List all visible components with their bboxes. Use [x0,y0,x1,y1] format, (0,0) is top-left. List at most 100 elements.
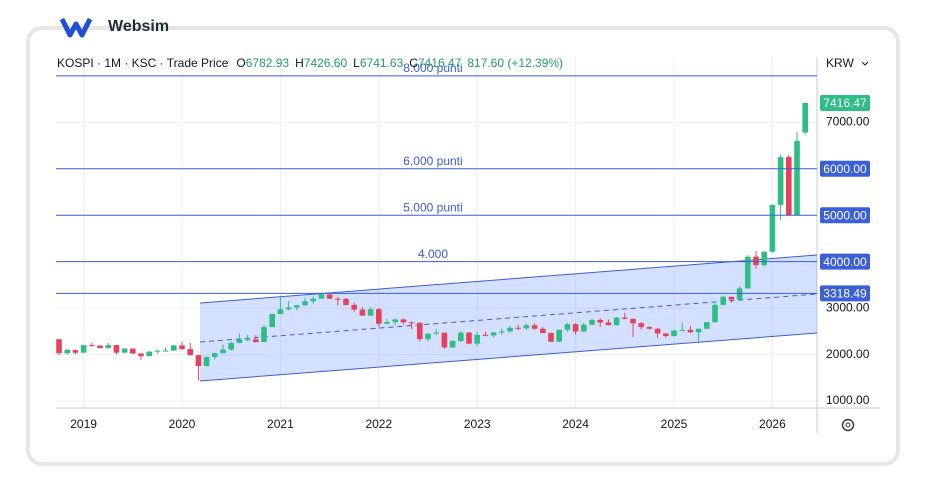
candle-body [449,340,456,348]
candle-body [745,256,751,289]
x-tick-label: 2022 [365,417,392,431]
candle-body [523,325,530,329]
candle-body [294,305,300,308]
candle-body [384,322,390,324]
high-value: 7426.60 [303,56,348,70]
x-tick-label: 2026 [759,417,786,431]
candle-body [359,309,366,316]
candle-body [146,351,152,357]
close-value: 7416.47 [417,56,462,70]
horizontal-line-label: 5.000 punti [403,200,462,214]
y-tick-label: 2000.00 [826,347,870,361]
legend-header: KOSPI · 1M · KSC · Trade Price O6782.93 H7… [57,56,569,70]
candle-body [548,332,554,342]
low-value: 6741.63 [359,56,404,70]
price-label: 5000.00 [823,208,867,222]
brand-logo [60,17,93,38]
candle-body [228,343,234,350]
candle-body [794,141,800,216]
horizontal-line-label: 8.000 punti [403,61,462,75]
candle-body [121,348,128,353]
candle-body [56,339,62,354]
x-tick-label: 2021 [267,417,294,431]
price-label-box [820,285,870,302]
candle-body [285,307,292,310]
candle-body [220,349,226,354]
high-key: H [295,56,304,70]
candle-body [351,304,357,310]
candle-body [507,327,513,332]
candle-body [720,296,726,305]
candle-body [392,319,398,323]
candle-body [581,324,587,332]
candle-body [187,349,193,356]
candle-body [203,357,210,367]
candle-body [761,251,767,266]
candle-body [802,102,808,133]
candle-body [712,304,718,323]
candle-body [64,350,70,354]
symbol: KOSPI · 1M · KSC · Trade Price [57,56,229,70]
low-key: L [353,56,360,70]
y-tick-label: 7000.00 [826,115,870,129]
candle-body [531,325,538,329]
candle-body [277,309,284,315]
candle-body [179,345,185,350]
candle-body [499,331,505,333]
candle-body [769,204,776,252]
candle-body [72,350,79,353]
settings-icon[interactable] [841,418,855,432]
candle-body [556,329,562,342]
currency[interactable]: KRW [826,56,854,70]
candle-body [687,329,694,333]
candle-body [736,288,743,300]
horizontal-line-label: 4.000 [418,247,448,261]
candle-body [753,256,759,266]
price-label-box [820,160,870,177]
candle-body [105,345,111,349]
candle-body [138,353,144,357]
candle-body [302,301,308,306]
candle-body [326,294,333,299]
last-price-box [820,94,870,111]
channel-mid [199,293,818,343]
candle-body [589,319,595,325]
candle-body [195,355,202,367]
candle-body [786,157,792,216]
candle-body [97,345,103,349]
y-tick-label: 3000.00 [826,300,870,314]
candle-body [318,294,325,299]
brand-name: Websim [108,18,170,35]
price-label-box [820,207,870,224]
candle-body [482,334,489,336]
candle-body [654,328,661,334]
candle-body [400,319,407,323]
candle-body [564,324,571,330]
candle-body [671,330,677,337]
candle-body [433,332,439,334]
price-label-box [820,253,870,270]
candle-body [269,314,275,328]
candle-body [154,350,161,352]
candle-body [80,345,87,353]
candle-body [212,353,218,358]
candle-body [474,334,480,344]
candle-body [171,345,177,351]
candle-body [89,345,95,347]
candle-body [408,322,415,324]
candle-body [113,345,120,353]
candle-body [458,332,464,341]
candle-body [490,332,497,336]
currency-chevron [861,61,869,66]
candle-body [515,327,521,329]
candle-body [441,332,448,348]
candle-body [376,309,382,324]
candle-body [367,309,374,316]
change: 817.60 (+12.39%) [467,56,564,70]
y-tick-label: 1000.00 [826,393,870,407]
open-value: 6782.93 [245,56,290,70]
x-tick-label: 2023 [464,417,491,431]
candle-body [417,322,423,340]
